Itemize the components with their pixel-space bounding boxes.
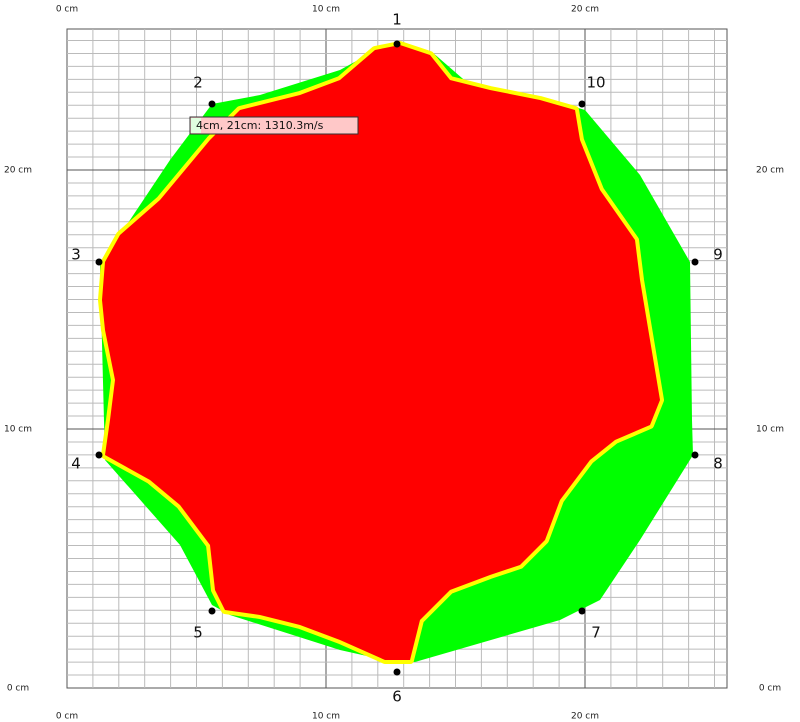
sensor [208,607,216,615]
axis-label: 10 cm [312,5,340,15]
axis-label: 0 cm [7,684,29,694]
sensor-label: 2 [193,74,203,92]
axis-label: 0 cm [56,712,78,722]
axis-label: 10 cm [312,712,340,722]
sensor-label: 9 [713,246,723,264]
axis-label: 20 cm [756,166,784,176]
tooltip-swatch [191,118,201,133]
sensor [393,668,401,676]
sensor [578,100,586,108]
sensor [393,40,401,48]
axis-label: 20 cm [571,712,599,722]
sensor-label: 4 [71,455,81,473]
sensor-label: 6 [392,688,402,706]
sensor [95,258,103,266]
sensor-label: 5 [193,624,203,642]
tooltip: 4cm, 21cm: 1310.3m/s [189,116,359,135]
axis-label: 10 cm [756,425,784,435]
sensor-label: 1 [392,11,402,29]
sensor [95,451,103,459]
velocity-core-fill [102,45,660,660]
axis-label: 0 cm [759,684,781,694]
sensor-label: 7 [591,624,601,642]
axis-label: 10 cm [4,425,32,435]
axis-label: 20 cm [571,5,599,15]
sensor-label: 8 [713,455,723,473]
sensor [578,607,586,615]
axis-label: 20 cm [4,166,32,176]
sensor-label: 3 [71,246,81,264]
tooltip-text: 4cm, 21cm: 1310.3m/s [196,119,324,132]
tooltip-box [189,116,359,135]
axis-label: 0 cm [56,5,78,15]
sensor-label: 10 [586,74,605,92]
sensor [208,100,216,108]
sensor [691,258,699,266]
sensor [691,451,699,459]
